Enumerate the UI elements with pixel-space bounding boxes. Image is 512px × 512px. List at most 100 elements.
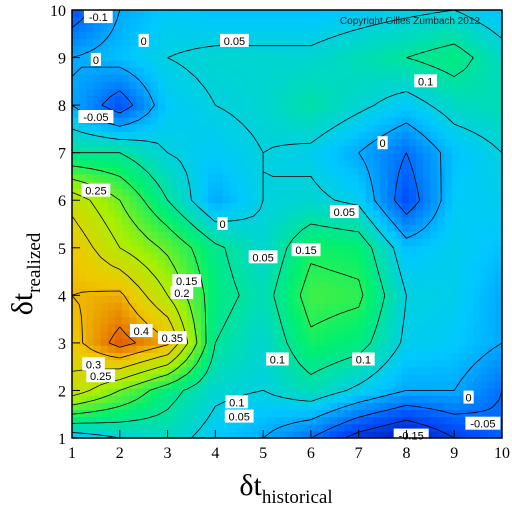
heatmap-cell xyxy=(186,138,195,147)
heatmap-cell xyxy=(294,17,302,25)
heatmap-cell xyxy=(258,38,267,47)
heatmap-cell xyxy=(287,166,295,175)
heatmap-cell xyxy=(322,24,331,32)
heatmap-cell xyxy=(365,38,374,47)
heatmap-cell xyxy=(215,38,224,47)
heatmap-cell xyxy=(387,224,396,232)
heatmap-cell xyxy=(79,81,87,90)
heatmap-cell xyxy=(279,188,288,197)
heatmap-cell xyxy=(251,102,259,111)
heatmap-cell xyxy=(294,109,302,118)
heatmap-cell xyxy=(172,117,181,125)
heatmap-cell xyxy=(222,74,231,82)
heatmap-cell xyxy=(330,395,338,403)
heatmap-cell xyxy=(315,252,324,261)
heatmap-cell xyxy=(129,273,138,282)
heatmap-cell xyxy=(215,409,224,418)
heatmap-cell xyxy=(394,288,403,296)
heatmap-cell xyxy=(172,409,181,418)
heatmap-cell xyxy=(136,174,145,182)
contour-label-text: 0 xyxy=(93,55,99,67)
heatmap-cell xyxy=(186,174,195,182)
heatmap-cell xyxy=(287,38,295,47)
heatmap-cell xyxy=(337,31,345,40)
heatmap-cell xyxy=(351,17,360,25)
heatmap-cell xyxy=(201,245,209,254)
heatmap-cell xyxy=(165,266,173,275)
heatmap-cell xyxy=(387,145,396,154)
heatmap-cell xyxy=(365,181,374,189)
heatmap-cell xyxy=(437,409,446,418)
heatmap-cell xyxy=(165,430,173,438)
heatmap-cell xyxy=(480,316,489,325)
heatmap-cell xyxy=(172,188,181,197)
heatmap-cell xyxy=(430,423,439,432)
heatmap-cell xyxy=(416,331,424,339)
heatmap-cell xyxy=(150,295,159,304)
heatmap-cell xyxy=(430,266,439,275)
heatmap-cell xyxy=(258,366,267,375)
heatmap-cell xyxy=(380,224,388,232)
heatmap-cell xyxy=(150,81,159,90)
heatmap-cell xyxy=(265,231,274,239)
heatmap-cell xyxy=(394,166,403,175)
heatmap-cell xyxy=(480,309,489,318)
heatmap-cell xyxy=(107,231,116,239)
heatmap-cell xyxy=(494,74,502,82)
heatmap-cell xyxy=(301,231,310,239)
heatmap-cell xyxy=(244,95,252,104)
heatmap-cell xyxy=(158,109,166,118)
heatmap-cell xyxy=(208,402,216,411)
heatmap-cell xyxy=(186,373,195,382)
heatmap-cell xyxy=(430,373,439,382)
heatmap-cell xyxy=(344,281,353,289)
heatmap-cell xyxy=(451,395,460,403)
heatmap-cell xyxy=(437,430,446,438)
heatmap-cell xyxy=(487,166,496,175)
heatmap-cell xyxy=(79,352,87,361)
heatmap-cell xyxy=(459,345,467,353)
heatmap-cell xyxy=(229,352,238,361)
heatmap-cell xyxy=(394,10,403,18)
heatmap-cell xyxy=(107,309,116,318)
heatmap-cell xyxy=(143,95,152,104)
heatmap-cell xyxy=(215,24,224,32)
heatmap-cell xyxy=(387,131,396,139)
heatmap-cell xyxy=(387,430,396,438)
heatmap-cell xyxy=(136,124,145,132)
heatmap-cell xyxy=(322,52,331,61)
heatmap-cell xyxy=(258,224,267,232)
heatmap-cell xyxy=(301,373,310,382)
heatmap-cell xyxy=(373,288,381,296)
heatmap-cell xyxy=(301,388,310,396)
heatmap-cell xyxy=(487,24,496,32)
heatmap-cell xyxy=(444,45,453,54)
heatmap-cell xyxy=(287,145,295,154)
heatmap-cell xyxy=(79,131,87,139)
heatmap-cell xyxy=(315,380,324,389)
heatmap-cell xyxy=(494,138,502,147)
heatmap-cell xyxy=(208,124,216,132)
heatmap-cell xyxy=(344,388,353,396)
heatmap-cell xyxy=(337,323,345,332)
heatmap-cell xyxy=(330,309,338,318)
heatmap-cell xyxy=(129,309,138,318)
heatmap-cell xyxy=(86,238,95,246)
heatmap-cell xyxy=(301,159,310,168)
heatmap-cell xyxy=(86,202,95,211)
heatmap-cell xyxy=(437,124,446,132)
heatmap-cell xyxy=(193,288,202,296)
heatmap-cell xyxy=(473,52,482,61)
heatmap-cell xyxy=(451,252,460,261)
heatmap-cell xyxy=(294,338,302,346)
heatmap-cell xyxy=(115,373,123,382)
heatmap-cell xyxy=(480,430,489,438)
heatmap-cell xyxy=(272,138,281,147)
heatmap-cell xyxy=(351,38,360,47)
heatmap-cell xyxy=(423,181,431,189)
heatmap-cell xyxy=(387,67,396,75)
heatmap-cell xyxy=(301,273,310,282)
contour-label-background xyxy=(291,243,321,257)
heatmap-cell xyxy=(244,423,252,432)
contour-label-text: 0 xyxy=(219,219,225,231)
